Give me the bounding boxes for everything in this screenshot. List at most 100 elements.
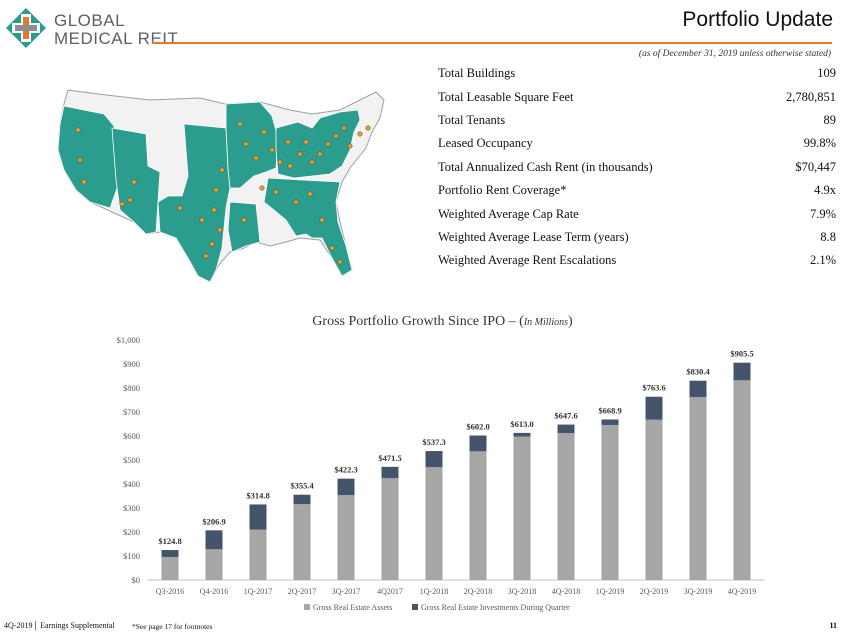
- x-tick-label: 2Q-2018: [464, 587, 492, 596]
- bar-total-label: $830.4: [686, 367, 710, 377]
- bar-gross-real-estate-assets: [337, 495, 355, 580]
- y-tick-label: $1,000: [117, 335, 140, 345]
- map-states: [57, 89, 385, 283]
- stat-label: Leased Occupancy: [438, 136, 533, 151]
- bar-gross-real-estate-assets: [469, 451, 487, 580]
- stat-value: 7.9%: [809, 206, 836, 221]
- brand-wordmark: GLOBAL MEDICAL REIT: [54, 12, 178, 48]
- stat-label: Total Tenants: [438, 112, 506, 127]
- x-tick-label: Q4-2016: [200, 587, 228, 596]
- bar-investments-during-quarter: [249, 504, 267, 530]
- map-region-gulf: [227, 201, 261, 253]
- y-tick-label: $800: [123, 383, 140, 393]
- stat-row: Portfolio Rent Coverage* 4.9x: [438, 179, 836, 202]
- stat-label: Portfolio Rent Coverage*: [438, 183, 567, 198]
- x-tick-label: 1Q-2019: [596, 587, 624, 596]
- stat-value: 109: [817, 66, 836, 81]
- bar-total-label: $314.8: [246, 490, 269, 500]
- legend-swatch-investments: [412, 604, 418, 610]
- stat-row: Weighted Average Lease Term (years) 8.8: [438, 226, 836, 249]
- stat-label: Total Annualized Cash Rent (in thousands…: [438, 159, 653, 174]
- bar-total-label: $471.5: [378, 453, 401, 463]
- x-tick-label: 3Q-2017: [332, 587, 360, 596]
- x-tick-label: 3Q-2018: [508, 587, 536, 596]
- y-tick-label: $100: [123, 551, 140, 561]
- x-tick-label: 2Q-2019: [640, 587, 668, 596]
- chart-title: Gross Portfolio Growth Since IPO – (In M…: [0, 314, 845, 330]
- footer-report-name: 4Q-2019│ Earnings Supplemental: [4, 621, 115, 630]
- stat-value: 4.9x: [814, 183, 836, 198]
- stat-value: 8.8: [820, 229, 836, 244]
- bar-gross-real-estate-assets: [381, 478, 399, 580]
- bar-investments-during-quarter: [337, 478, 355, 496]
- header-rule: [152, 42, 832, 44]
- bar-total-label: $537.3: [422, 437, 445, 447]
- map-region-southeast: [263, 177, 353, 277]
- bar-gross-real-estate-assets: [425, 467, 443, 580]
- bar-gross-real-estate-assets: [645, 419, 663, 580]
- bar-gross-real-estate-assets: [601, 424, 619, 580]
- brand-line-1: GLOBAL: [54, 11, 126, 30]
- map-region-great-lakes: [275, 109, 361, 179]
- legend-label-assets: Gross Real Estate Assets: [313, 603, 392, 612]
- footer-note: *See page 17 for footnotes: [132, 622, 213, 631]
- x-tick-label: Q3-2016: [156, 587, 184, 596]
- us-portfolio-map: [57, 89, 385, 283]
- y-tick-label: $700: [123, 407, 140, 417]
- bar-total-label: $206.9: [202, 516, 225, 526]
- bar-total-label: $613.0: [510, 419, 533, 429]
- bar-investments-during-quarter: [205, 530, 223, 550]
- bar-gross-real-estate-assets: [513, 436, 531, 580]
- bar-total-label: $602.0: [466, 422, 489, 432]
- legend-label-investments: Gross Real Estate Investments During Qua…: [421, 603, 570, 612]
- stat-value: $70,447: [795, 159, 836, 174]
- bar-investments-during-quarter: [425, 451, 443, 468]
- bar-investments-during-quarter: [689, 380, 707, 398]
- page-number: 11: [829, 621, 837, 630]
- legend-swatch-assets: [304, 604, 310, 610]
- bar-gross-real-estate-assets: [689, 397, 707, 580]
- bar-gross-real-estate-assets: [161, 556, 179, 580]
- bar-investments-during-quarter: [733, 362, 751, 381]
- map-region-west-coast: [57, 105, 121, 209]
- stat-row: Total Tenants 89: [438, 109, 836, 132]
- portfolio-growth-chart: $0 $100 $200 $300 $400 $500 $600 $700 $800 $900 $1…: [117, 335, 764, 612]
- brand-logo-icon: [6, 8, 46, 48]
- y-tick-label: $0: [132, 575, 141, 585]
- bar-total-label: $355.4: [290, 481, 314, 491]
- bar-gross-real-estate-assets: [733, 380, 751, 580]
- x-tick-label: 1Q-2017: [244, 587, 272, 596]
- x-tick-label: 3Q-2019: [684, 587, 712, 596]
- bar-investments-during-quarter: [381, 466, 399, 479]
- bar-total-label: $668.9: [598, 405, 621, 415]
- bar-total-label: $647.6: [554, 411, 577, 421]
- chart-title-unit: In Millions: [523, 317, 569, 328]
- bar-gross-real-estate-assets: [205, 549, 223, 580]
- stat-label: Weighted Average Rent Escalations: [438, 253, 617, 268]
- stat-row: Total Annualized Cash Rent (in thousands…: [438, 156, 836, 179]
- y-tick-label: $400: [123, 479, 140, 489]
- stat-row: Total Leasable Square Feet 2,780,851: [438, 85, 836, 108]
- bar-total-label: $905.5: [730, 349, 753, 359]
- stat-row: Total Buildings 109: [438, 62, 836, 85]
- stat-value: 2,780,851: [786, 89, 836, 104]
- page-title: Portfolio Update: [682, 8, 833, 31]
- portfolio-stats-table: Total Buildings 109 Total Leasable Square…: [438, 62, 836, 273]
- y-tick-label: $900: [123, 359, 140, 369]
- stat-label: Total Buildings: [438, 66, 516, 81]
- chart-title-text: Gross Portfolio Growth Since IPO – (: [312, 314, 524, 329]
- stat-row: Weighted Average Cap Rate 7.9%: [438, 202, 836, 225]
- bar-investments-during-quarter: [601, 419, 619, 425]
- y-tick-label: $500: [123, 455, 140, 465]
- map-property-markers: [75, 121, 371, 265]
- chart-title-close: ): [568, 314, 573, 329]
- bar-investments-during-quarter: [513, 432, 531, 437]
- bar-total-label: $422.3: [334, 465, 357, 475]
- x-tick-label: 1Q-2018: [420, 587, 448, 596]
- x-tick-label: 4Q-2019: [728, 587, 756, 596]
- stat-label: Weighted Average Lease Term (years): [438, 229, 629, 244]
- bar-investments-during-quarter: [645, 396, 663, 420]
- bar-total-label: $763.6: [642, 383, 665, 393]
- stat-value: 99.8%: [803, 136, 836, 151]
- x-tick-label: 4Q-2018: [552, 587, 580, 596]
